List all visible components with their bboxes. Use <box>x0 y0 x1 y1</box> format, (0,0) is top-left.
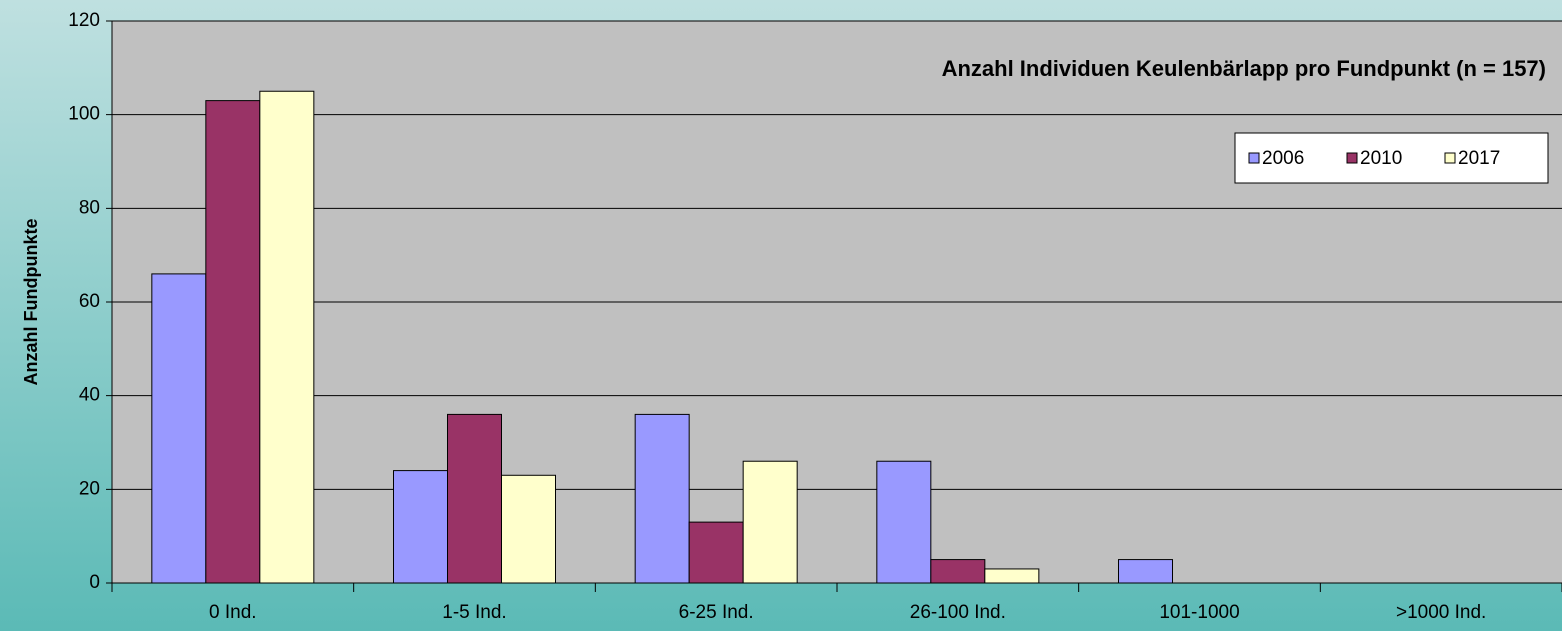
x-tick-label: 101-1000 <box>1159 602 1239 623</box>
bar <box>205 100 261 584</box>
bar <box>688 521 744 584</box>
legend-swatch <box>1248 152 1260 164</box>
x-tick-label: 0 Ind. <box>209 602 257 623</box>
y-tick-label: 60 <box>79 291 100 312</box>
y-tick-label: 120 <box>68 10 100 31</box>
x-tick-label: 6-25 Ind. <box>679 602 754 623</box>
bar <box>876 460 932 584</box>
y-tick-label: 100 <box>68 104 100 125</box>
y-tick-label: 80 <box>79 197 100 218</box>
y-axis-label: Anzahl Fundpunkte <box>21 219 41 386</box>
bar <box>1118 559 1173 584</box>
y-tick-label: 40 <box>79 385 100 406</box>
bar <box>984 568 1040 584</box>
legend-swatch <box>1444 152 1456 164</box>
x-tick-label: 1-5 Ind. <box>442 602 506 623</box>
legend-label: 2017 <box>1458 148 1500 169</box>
bar <box>259 90 315 584</box>
bar <box>501 474 556 584</box>
bar <box>930 559 986 584</box>
legend <box>1234 132 1549 184</box>
bar <box>151 273 207 584</box>
y-tick-label: 0 <box>89 572 100 593</box>
bar <box>634 413 690 584</box>
bar <box>742 460 798 584</box>
y-tick-label: 20 <box>79 478 100 499</box>
legend-label: 2006 <box>1262 148 1304 169</box>
legend-label: 2010 <box>1360 148 1402 169</box>
legend-swatch <box>1346 152 1358 164</box>
chart-title: Anzahl Individuen Keulenbärlapp pro Fund… <box>942 56 1546 81</box>
bar <box>447 413 502 584</box>
bar <box>393 470 448 584</box>
x-tick-label: >1000 Ind. <box>1396 602 1486 623</box>
x-tick-label: 26-100 Ind. <box>910 602 1006 623</box>
